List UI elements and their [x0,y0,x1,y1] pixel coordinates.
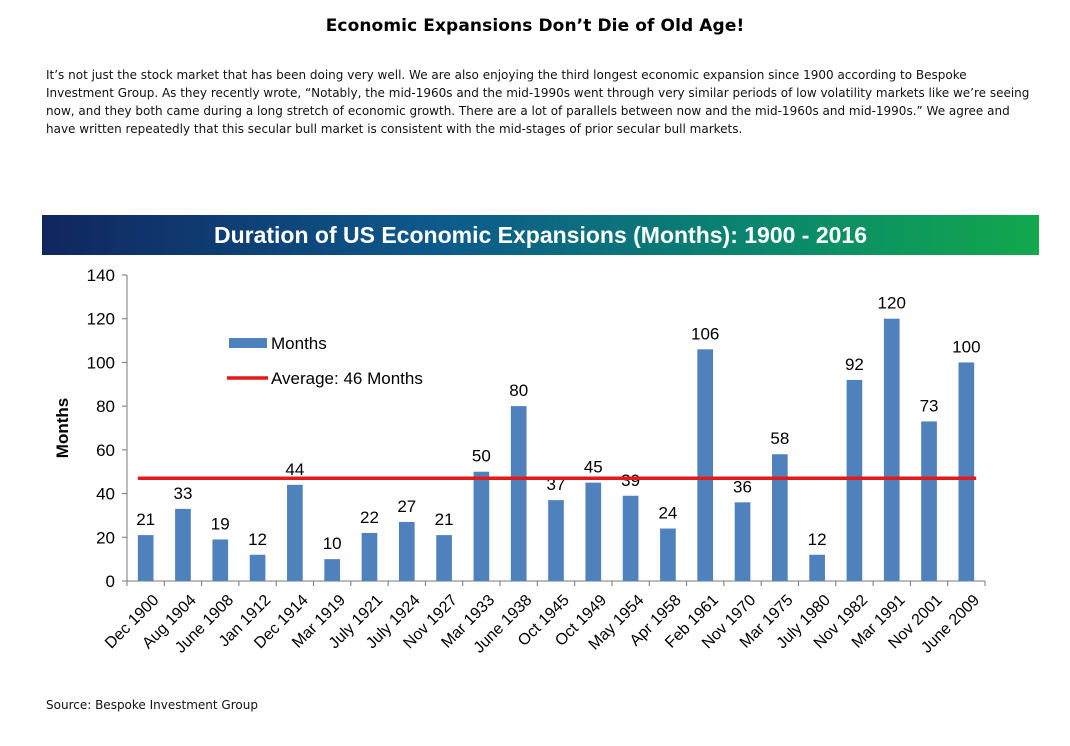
data-label: 80 [509,381,528,400]
y-tick-label: 140 [87,266,115,285]
data-label: 58 [770,429,789,448]
data-label: 19 [211,514,230,533]
data-label: 27 [397,497,416,516]
bar [287,484,303,581]
data-label: 50 [472,447,491,466]
bar [958,362,975,581]
legend-label-average: Average: 46 Months [271,369,423,388]
bar [175,508,191,581]
bar [622,495,639,581]
data-label: 106 [691,324,719,343]
data-label: 73 [920,396,939,415]
data-label: 44 [285,460,304,479]
bar [734,502,751,581]
page-title: Economic Expansions Don’t Die of Old Age… [325,16,745,36]
data-label: 22 [360,508,379,527]
data-label: 92 [845,355,864,374]
y-tick-label: 20 [96,528,115,547]
y-tick-label: 60 [96,441,115,460]
intro-paragraph: It’s not just the stock market that has … [46,68,1030,136]
data-label: 45 [584,458,603,477]
bar [212,539,229,581]
source-note: Source: Bespoke Investment Group [46,698,258,712]
data-label: 12 [808,530,827,549]
y-tick-label: 40 [96,485,115,504]
data-label: 21 [136,510,155,529]
legend-swatch-months [229,338,267,348]
bar [249,554,266,581]
bar [921,421,937,581]
bar [510,406,527,581]
bar [846,379,863,581]
chart-bars [137,318,975,581]
data-label: 120 [878,294,906,313]
y-axis-title: Months [53,398,72,458]
bar [548,500,564,581]
bar [137,535,154,581]
bar-chart: 0 20 40 60 80 100 120 140 Months 21 33 19 12 44 10 22 2… [53,266,986,657]
chart-legend: Months Average: 46 Months [227,334,423,388]
bar [883,318,900,581]
legend-label-months: Months [271,334,327,353]
bar [324,559,341,581]
bar [436,535,452,581]
data-label: 21 [435,510,454,529]
bar [473,471,490,581]
y-tick-label: 120 [87,310,115,329]
data-label: 12 [248,530,267,549]
chart-data-labels: 2133191244102227215080374539241063658129… [136,294,980,553]
bar [660,528,676,581]
chart-axes: 0 20 40 60 80 100 120 140 Months [53,266,986,591]
y-tick-label: 0 [106,572,115,591]
data-label: 36 [733,477,752,496]
chart-title-banner: Duration of US Economic Expansions (Mont… [42,215,1039,255]
y-tick-label: 80 [96,397,115,416]
y-tick-label: 100 [87,353,115,372]
data-label: 39 [621,471,640,490]
bar [809,554,825,581]
data-label: 100 [952,337,980,356]
bar [771,454,788,581]
bar [398,521,415,581]
data-label: 33 [173,484,192,503]
bar [585,482,602,581]
data-label: 24 [658,504,677,523]
bar [697,349,714,581]
data-label: 10 [323,534,342,553]
bar [361,532,378,581]
